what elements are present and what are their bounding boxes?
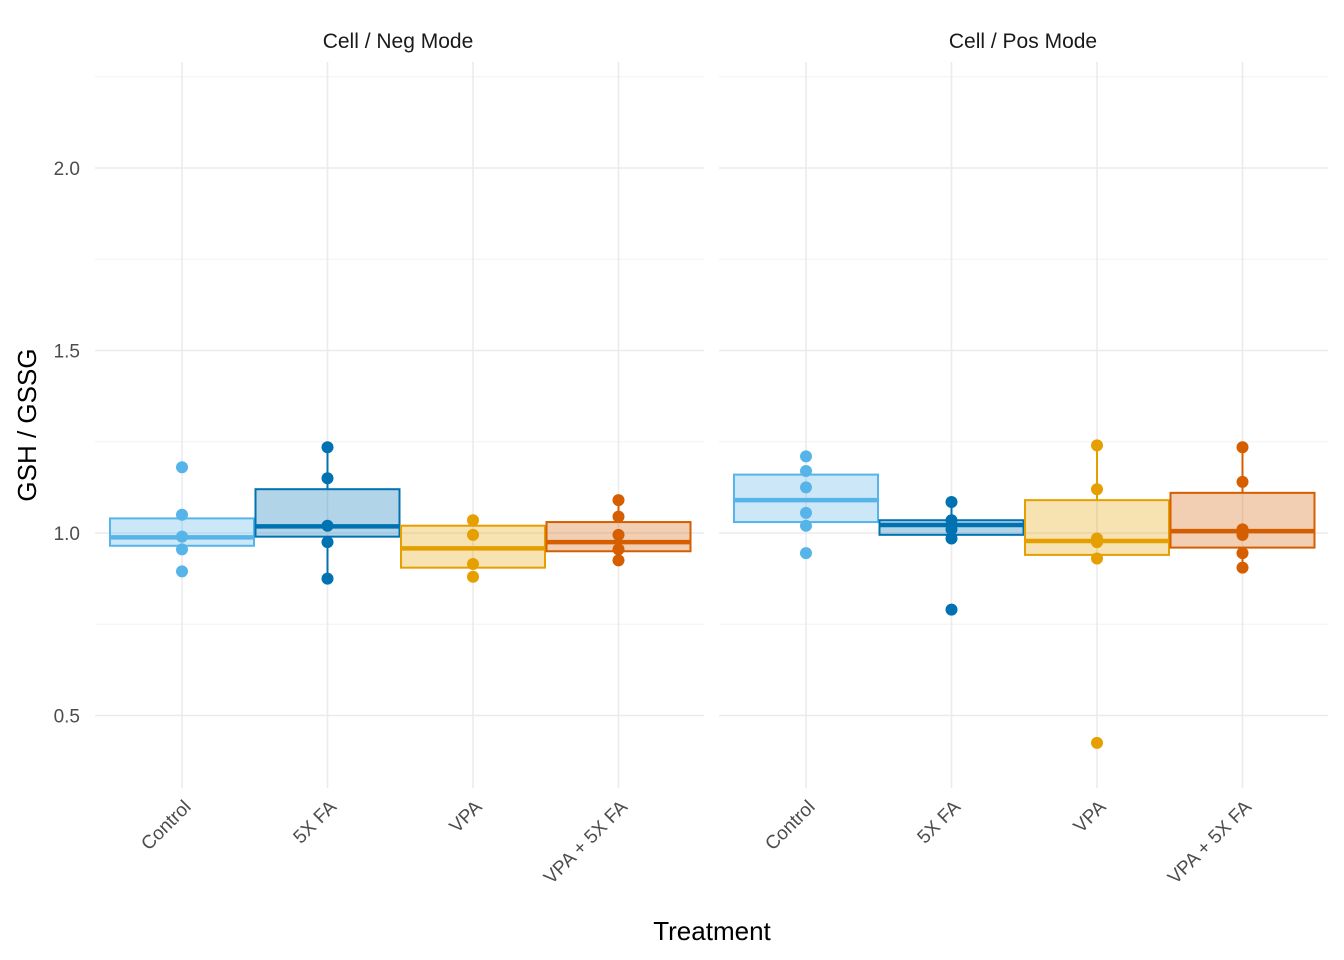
- data-point-vpa: [1091, 483, 1103, 496]
- panel-neg-marks: [109, 441, 692, 585]
- data-point-5x-fa: [945, 523, 958, 536]
- data-point-vpa-5x-fa: [612, 510, 625, 523]
- data-point-5x-fa: [321, 572, 334, 585]
- data-point-5x-fa: [945, 495, 958, 508]
- panel-title-pos-mode: Cell / Pos Mode: [949, 30, 1097, 53]
- data-point-control: [176, 508, 188, 521]
- data-point-control: [176, 565, 188, 578]
- data-point-control: [800, 519, 812, 532]
- data-point-vpa-5x-fa: [1236, 441, 1249, 454]
- y-tick-label: 2.0: [54, 159, 80, 180]
- data-point-vpa-5x-fa: [612, 528, 625, 541]
- data-point-vpa-5x-fa: [1236, 561, 1249, 574]
- data-point-vpa-5x-fa: [1236, 475, 1249, 488]
- data-point-5x-fa: [321, 536, 334, 549]
- data-point-vpa: [1091, 536, 1103, 549]
- panel-pos-marks: [733, 439, 1316, 749]
- data-point-control: [800, 506, 812, 519]
- data-point-vpa-5x-fa: [1236, 547, 1249, 560]
- data-point-vpa-5x-fa: [612, 543, 625, 556]
- x-tick-label: VPA + 5X FA: [540, 796, 632, 888]
- x-tick-label: VPA: [446, 796, 487, 837]
- x-axis-ticks: Control 5X FA VPA VPA + 5X FA Control 5X FA VP…: [137, 796, 1256, 888]
- data-point-vpa: [1091, 736, 1103, 749]
- x-axis-title: Treatment: [653, 916, 771, 946]
- data-point-5x-fa: [321, 472, 334, 485]
- x-tick-label: VPA: [1070, 796, 1111, 837]
- x-tick-label: Control: [761, 797, 819, 855]
- y-tick-label: 1.5: [54, 342, 80, 363]
- panel-pos-grid: [719, 62, 1328, 788]
- data-point-vpa: [467, 528, 479, 541]
- x-tick-label: Control: [137, 797, 195, 855]
- data-point-control: [176, 530, 188, 543]
- data-point-vpa: [467, 514, 479, 527]
- data-point-control: [800, 450, 812, 463]
- x-tick-label: VPA + 5X FA: [1164, 796, 1256, 888]
- data-point-vpa-5x-fa: [612, 554, 625, 567]
- data-point-vpa: [1091, 552, 1103, 565]
- data-point-5x-fa: [945, 514, 958, 527]
- x-tick-label: 5X FA: [290, 796, 342, 848]
- y-tick-label: 1.0: [54, 524, 80, 545]
- data-point-vpa-5x-fa: [612, 494, 625, 507]
- data-point-vpa: [467, 558, 479, 571]
- data-point-vpa-5x-fa: [1236, 528, 1249, 541]
- data-point-control: [800, 481, 812, 494]
- data-point-control: [176, 461, 188, 474]
- y-tick-label: 0.5: [54, 707, 80, 728]
- data-point-5x-fa: [945, 532, 958, 545]
- data-point-5x-fa: [945, 603, 958, 616]
- panel-neg-grid: [95, 62, 704, 788]
- data-point-control: [176, 543, 188, 556]
- data-point-vpa: [1091, 439, 1103, 452]
- data-point-control: [800, 464, 812, 477]
- data-point-vpa: [467, 570, 479, 583]
- data-point-control: [800, 547, 812, 560]
- data-point-5x-fa: [321, 441, 334, 454]
- y-axis-ticks: 0.5 1.0 1.5 2.0: [54, 159, 80, 728]
- y-axis-title: GSH / GSSG: [12, 348, 42, 501]
- data-point-5x-fa: [321, 519, 334, 532]
- x-tick-label: 5X FA: [914, 796, 966, 848]
- panel-title-neg-mode: Cell / Neg Mode: [323, 30, 474, 53]
